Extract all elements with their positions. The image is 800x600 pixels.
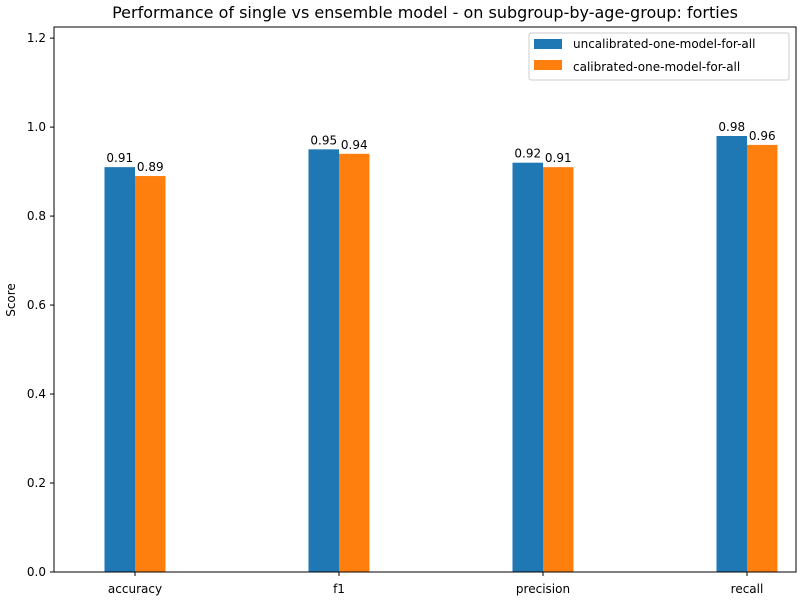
y-tick-label: 0.8	[27, 209, 46, 223]
legend-swatch-calibrated	[534, 60, 562, 70]
y-tick-label: 1.0	[27, 120, 46, 134]
y-tick-label: 0.2	[27, 476, 46, 490]
bar-precision-uncalibrated	[512, 162, 543, 572]
bar-accuracy-uncalibrated	[104, 167, 135, 572]
data-label-precision-uncalibrated: 0.92	[514, 147, 541, 161]
y-axis: 0.0 0.2 0.4 0.6 0.8 1.0 1.2	[27, 31, 54, 579]
bar-f1-calibrated	[339, 153, 370, 573]
bars-group	[104, 136, 778, 573]
y-tick-label: 0.4	[27, 387, 46, 401]
data-label-f1-uncalibrated: 0.95	[310, 133, 337, 147]
bar-recall-calibrated	[747, 144, 778, 573]
x-tick-label-f1: f1	[333, 582, 345, 596]
y-tick-label: 0.0	[27, 565, 46, 579]
x-axis: accuracy f1 precision recall	[108, 572, 763, 596]
legend-label-uncalibrated: uncalibrated-one-model-for-all	[573, 37, 755, 51]
bar-precision-calibrated	[543, 167, 574, 572]
x-tick-label-accuracy: accuracy	[108, 582, 162, 596]
chart-title: Performance of single vs ensemble model …	[112, 3, 738, 22]
legend-box	[528, 32, 790, 81]
legend: uncalibrated-one-model-for-all calibrate…	[528, 32, 790, 81]
x-tick-label-recall: recall	[731, 582, 764, 596]
bar-f1-uncalibrated	[308, 149, 339, 573]
bar-accuracy-calibrated	[135, 176, 166, 572]
data-label-accuracy-uncalibrated: 0.91	[106, 151, 133, 165]
y-tick-label: 1.2	[27, 31, 46, 45]
bar-recall-uncalibrated	[716, 136, 747, 572]
data-label-f1-calibrated: 0.94	[341, 138, 368, 152]
legend-swatch-uncalibrated	[534, 39, 562, 49]
data-labels-group: 0.91 0.89 0.95 0.94 0.92 0.91 0.98 0.96	[106, 120, 775, 174]
y-tick-label: 0.6	[27, 298, 46, 312]
legend-label-calibrated: calibrated-one-model-for-all	[573, 60, 740, 74]
data-label-recall-calibrated: 0.96	[749, 129, 776, 143]
data-label-precision-calibrated: 0.91	[545, 151, 572, 165]
x-tick-label-precision: precision	[516, 582, 570, 596]
y-axis-label: Score	[4, 283, 18, 317]
data-label-recall-uncalibrated: 0.98	[718, 120, 745, 134]
data-label-accuracy-calibrated: 0.89	[137, 160, 164, 174]
plot-frame	[53, 26, 797, 573]
